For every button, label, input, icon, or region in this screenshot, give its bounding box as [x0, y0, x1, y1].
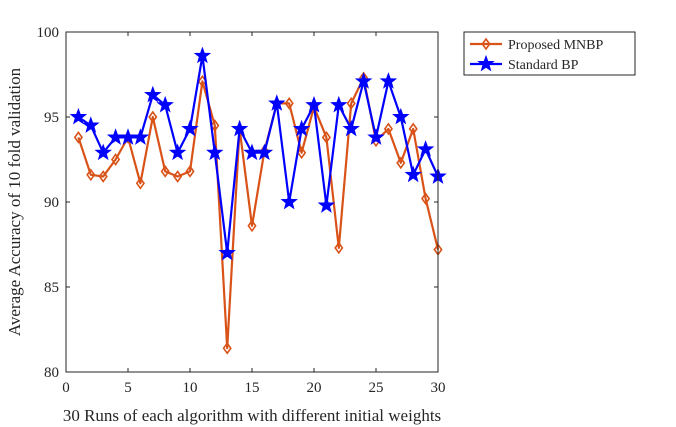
x-tick-label: 20: [307, 380, 322, 396]
x-tick-label: 25: [369, 380, 384, 396]
data-point-standard-bp: [379, 72, 398, 89]
legend-marker: [477, 54, 495, 72]
data-point-proposed-mnbp: [247, 219, 257, 233]
data-point-standard-bp: [243, 143, 261, 161]
data-point-proposed-mnbp: [148, 110, 158, 124]
series-line-proposed-mnbp: [77, 76, 440, 350]
data-point-standard-bp: [94, 143, 112, 161]
legend-label: Standard BP: [508, 58, 579, 73]
y-tick-label: 100: [37, 25, 60, 41]
data-point-proposed-mnbp: [222, 341, 232, 355]
x-tick-label: 10: [183, 380, 198, 396]
y-tick-label: 80: [44, 365, 59, 381]
data-point-standard-bp: [82, 116, 100, 133]
data-point-standard-bp: [367, 128, 385, 145]
data-point-proposed-mnbp: [408, 122, 418, 136]
data-point-standard-bp: [181, 119, 199, 137]
data-point-standard-bp: [168, 143, 187, 161]
axes-box: [65, 31, 439, 373]
data-point-standard-bp: [392, 107, 410, 125]
y-tick-label: 85: [44, 280, 59, 296]
data-point-proposed-mnbp: [383, 122, 393, 136]
data-point-standard-bp: [330, 95, 348, 113]
data-point-proposed-mnbp: [297, 146, 307, 160]
data-point-standard-bp: [131, 128, 150, 145]
data-point-proposed-mnbp: [86, 168, 96, 182]
data-point-proposed-mnbp: [346, 97, 356, 110]
data-point-standard-bp: [354, 72, 373, 89]
data-point-proposed-mnbp: [160, 165, 170, 178]
data-point-standard-bp: [317, 196, 336, 213]
data-point-standard-bp: [416, 140, 435, 157]
data-point-proposed-mnbp: [334, 241, 344, 255]
x-tick-label: 30: [431, 380, 446, 396]
legend-box: [463, 31, 636, 76]
data-point-standard-bp: [305, 95, 323, 113]
y-tick-label: 90: [44, 195, 59, 211]
legend-item-proposed-mnbp: Proposed MNBP: [470, 37, 604, 53]
y-axis-label: Average Accuracy of 10 fold validation: [5, 67, 24, 336]
data-point-standard-bp: [342, 119, 360, 137]
data-point-standard-bp: [106, 128, 125, 145]
legend-label: Proposed MNBP: [508, 38, 604, 53]
data-point-standard-bp: [218, 243, 236, 261]
series-proposed-mnbp: [73, 71, 443, 355]
data-point-proposed-mnbp: [73, 131, 83, 144]
data-point-standard-bp: [193, 46, 212, 64]
data-point-proposed-mnbp: [210, 119, 220, 132]
data-point-proposed-mnbp: [421, 192, 431, 205]
y-tick-label: 95: [44, 110, 59, 126]
data-point-standard-bp: [69, 107, 88, 125]
x-axis-label: 30 Runs of each algorithm with different…: [63, 406, 441, 425]
data-point-standard-bp: [206, 143, 224, 161]
x-tick-label: 0: [62, 380, 70, 396]
legend-marker: [481, 37, 491, 51]
data-point-standard-bp: [156, 95, 174, 113]
legend: Proposed MNBP Standard BP: [463, 31, 636, 76]
plot-area: [69, 46, 447, 355]
data-point-standard-bp: [144, 85, 162, 103]
data-point-proposed-mnbp: [185, 165, 195, 178]
data-point-standard-bp: [230, 119, 249, 137]
axes: 0 5 10 15 20 25 30 80 85 90 95 100: [37, 25, 446, 396]
x-tick-label: 15: [245, 380, 260, 396]
data-point-proposed-mnbp: [111, 153, 121, 166]
data-point-standard-bp: [280, 192, 298, 210]
x-tick-label: 5: [124, 380, 132, 396]
data-point-standard-bp: [292, 119, 311, 137]
series-standard-bp: [69, 46, 447, 261]
data-point-proposed-mnbp: [135, 176, 145, 190]
data-point-proposed-mnbp: [173, 170, 183, 183]
data-point-proposed-mnbp: [284, 97, 294, 110]
data-point-proposed-mnbp: [98, 170, 108, 183]
data-point-proposed-mnbp: [321, 131, 331, 144]
data-point-standard-bp: [268, 94, 286, 111]
data-point-proposed-mnbp: [396, 156, 406, 170]
data-point-standard-bp: [255, 143, 274, 161]
legend-item-standard-bp: Standard BP: [470, 54, 579, 73]
data-point-standard-bp: [404, 165, 422, 183]
